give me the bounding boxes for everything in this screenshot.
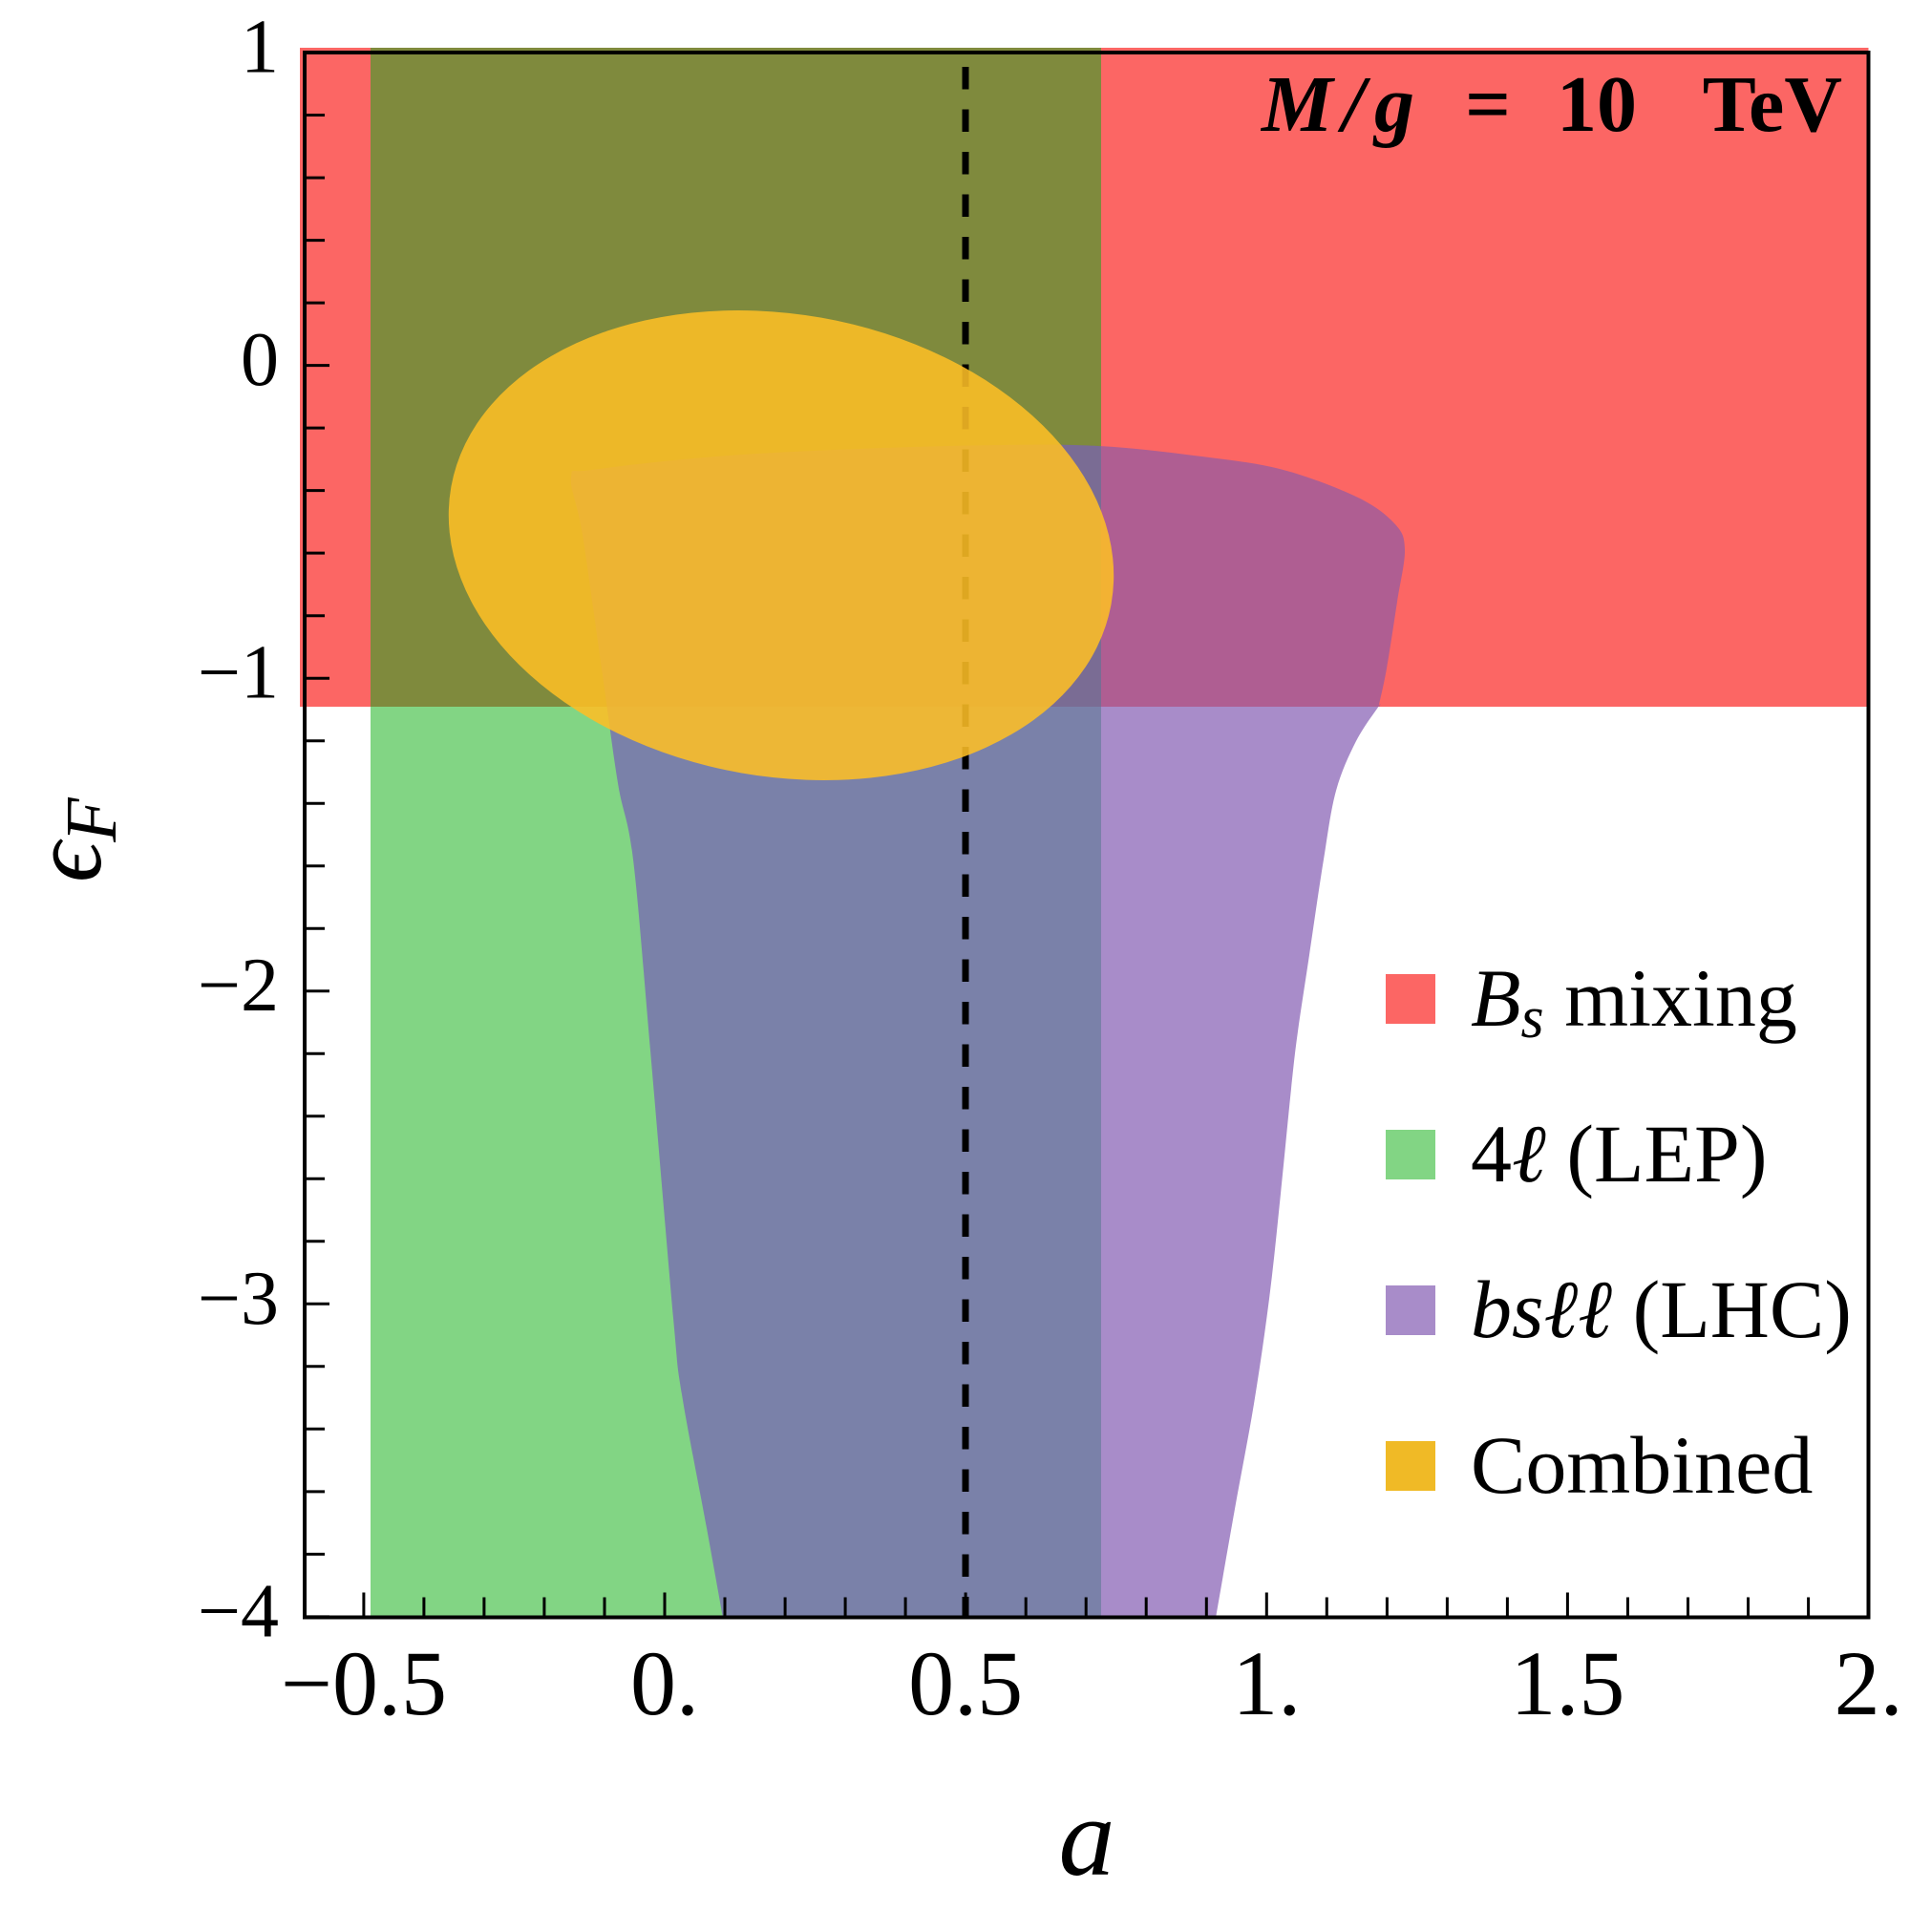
svg-text:0.5: 0.5 [908,1632,1023,1734]
svg-text:1.: 1. [1232,1632,1301,1734]
svg-text:4ℓ (LEP): 4ℓ (LEP) [1471,1108,1768,1200]
svg-text:2.: 2. [1835,1632,1903,1734]
svg-text:a: a [1059,1774,1115,1900]
svg-text:Bs mixing: Bs mixing [1471,952,1797,1051]
svg-text:0: 0 [241,318,279,402]
svg-text:bsℓℓ (LHC): bsℓℓ (LHC) [1471,1263,1852,1355]
svg-text:−1: −1 [198,631,279,715]
svg-text:M/g: M/g [1260,60,1424,149]
svg-text:TeV: TeV [1703,60,1842,149]
svg-text:0.: 0. [630,1632,699,1734]
svg-text:−0.5: −0.5 [281,1632,447,1734]
svg-text:10: 10 [1557,60,1637,149]
svg-text:−4: −4 [198,1569,279,1653]
svg-text:1: 1 [241,6,279,90]
svg-text:=: = [1465,60,1511,149]
svg-text:−3: −3 [198,1257,279,1341]
svg-text:−2: −2 [198,944,279,1028]
svg-text:Combined: Combined [1471,1419,1813,1511]
svg-text:1.5: 1.5 [1510,1632,1624,1734]
svg-text:ϵF: ϵF [11,796,132,882]
